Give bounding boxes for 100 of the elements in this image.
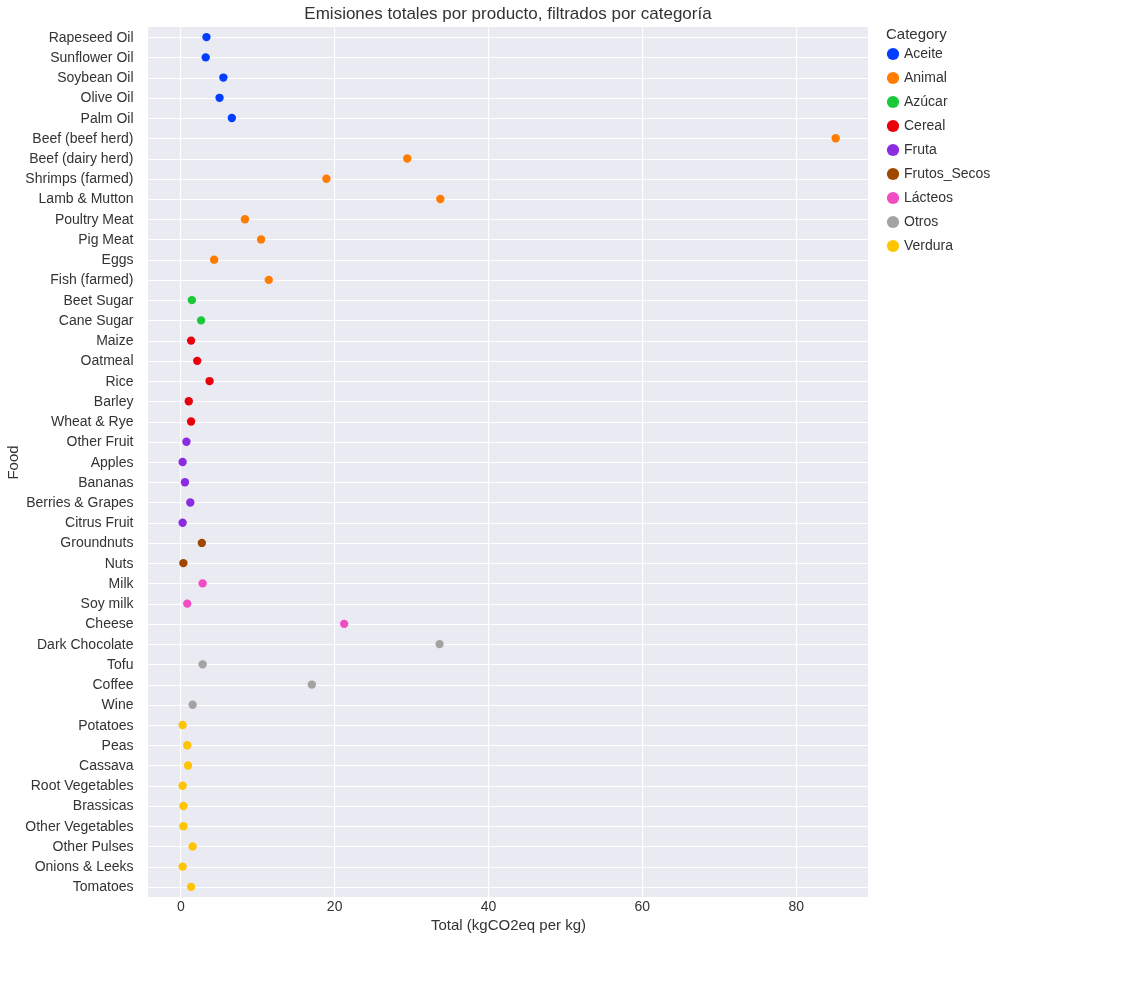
y-tick-label: Pig Meat (78, 230, 134, 247)
y-tick-label: Rice (105, 372, 134, 389)
y-tick-label: Cheese (85, 615, 134, 632)
y-tick-label: Soy milk (80, 595, 135, 612)
point (178, 862, 187, 871)
point (436, 194, 445, 204)
point (205, 376, 214, 386)
y-tick-label: Oatmeal (80, 352, 134, 369)
point (209, 255, 219, 264)
legend-label: Fruta (904, 141, 937, 157)
y-tick-label: Poultry Meat (54, 210, 134, 227)
point (188, 700, 197, 709)
legend-label: Azúcar (904, 93, 948, 109)
point (187, 295, 197, 305)
y-tick-label: Wine (101, 696, 134, 713)
x-tick-label: 80 (788, 897, 805, 914)
y-tick-label: Sunflower Oil (50, 48, 134, 65)
point (227, 113, 237, 123)
y-tick-label: Beef (dairy herd) (29, 150, 134, 167)
point (322, 174, 331, 183)
point (183, 761, 193, 770)
y-tick-label: Milk (108, 574, 135, 591)
y-tick-label: Peas (101, 736, 134, 753)
point (307, 680, 317, 689)
y-tick-label: Dark Chocolate (37, 635, 134, 652)
y-tick-label: Other Pulses (52, 837, 134, 854)
x-tick-label: 20 (326, 897, 343, 914)
point (264, 275, 273, 285)
y-tick-label: Potatoes (78, 716, 134, 733)
y-tick-label: Tofu (107, 655, 134, 672)
y-tick-label: Maize (96, 332, 134, 349)
y-tick-label: Barley (93, 392, 134, 409)
legend-label: Verdura (904, 237, 954, 253)
point (201, 53, 210, 62)
y-tick-label: Olive Oil (80, 89, 134, 106)
y-tick-label: Other Vegetables (25, 817, 134, 834)
point (180, 478, 190, 487)
y-tick-label: Berries & Grapes (26, 493, 134, 510)
y-tick-label: Palm Oil (80, 109, 134, 126)
y-tick-label: Eggs (101, 251, 134, 268)
y-tick-label: Lamb & Mutton (38, 190, 134, 207)
point (183, 741, 192, 750)
point (831, 134, 840, 143)
y-tick-label: Soybean Oil (57, 69, 134, 86)
point (178, 518, 187, 527)
point (403, 154, 412, 163)
point (186, 882, 196, 892)
legend-label: Aceite (904, 45, 944, 61)
legend-label: Lácteos (904, 189, 954, 205)
point (198, 660, 207, 669)
point (215, 93, 224, 102)
point (179, 822, 188, 831)
point (196, 316, 206, 325)
legend-title: Category (886, 25, 948, 42)
point (197, 538, 207, 548)
y-tick-label: Fish (farmed) (50, 271, 134, 288)
point (186, 336, 196, 345)
legend-label: Cereal (904, 117, 946, 133)
point (219, 73, 228, 82)
point (240, 215, 250, 224)
y-tick-label: Citrus Fruit (65, 514, 134, 531)
point (188, 842, 197, 851)
point (193, 356, 202, 366)
chart-title: Emisiones totales por producto, filtrados por categoría (304, 4, 713, 23)
legend-label: Animal (904, 69, 947, 85)
y-tick-label: Beef (beef herd) (32, 129, 134, 146)
y-tick-label: Other Fruit (66, 433, 134, 450)
x-tick-label: 60 (634, 897, 651, 914)
y-tick-label: Apples (90, 453, 134, 470)
point (186, 498, 195, 507)
x-tick-label: 40 (480, 897, 497, 914)
y-tick-label: Shrimps (farmed) (25, 170, 134, 187)
point (198, 579, 207, 588)
y-tick-label: Tomatoes (72, 878, 134, 895)
y-tick-label: Onions & Leeks (34, 858, 134, 875)
point (339, 619, 349, 629)
y-tick-label: Brassicas (72, 797, 134, 814)
x-tick-label: 0 (176, 897, 185, 914)
y-tick-label: Beet Sugar (63, 291, 134, 308)
point (179, 558, 188, 568)
x-axis-title: Total (kgCO2eq per kg) (430, 915, 587, 933)
y-tick-label: Cane Sugar (58, 311, 134, 328)
y-tick-label: Groundnuts (60, 534, 134, 551)
point (178, 720, 187, 730)
point (256, 235, 266, 244)
y-tick-label: Bananas (78, 473, 134, 490)
legend-label: Otros (904, 213, 939, 229)
y-tick-label: Nuts (104, 554, 134, 571)
y-axis-title: Food (4, 445, 22, 480)
point (178, 781, 187, 790)
point (435, 639, 444, 649)
y-tick-label: Rapeseed Oil (48, 28, 134, 45)
y-tick-label: Wheat & Rye (51, 413, 134, 430)
y-tick-label: Cassava (79, 756, 134, 773)
point (184, 397, 193, 406)
point (178, 457, 187, 467)
legend-label: Frutos_Secos (904, 165, 991, 181)
y-tick-label: Coffee (92, 676, 134, 693)
point (183, 599, 192, 608)
point (202, 32, 211, 42)
